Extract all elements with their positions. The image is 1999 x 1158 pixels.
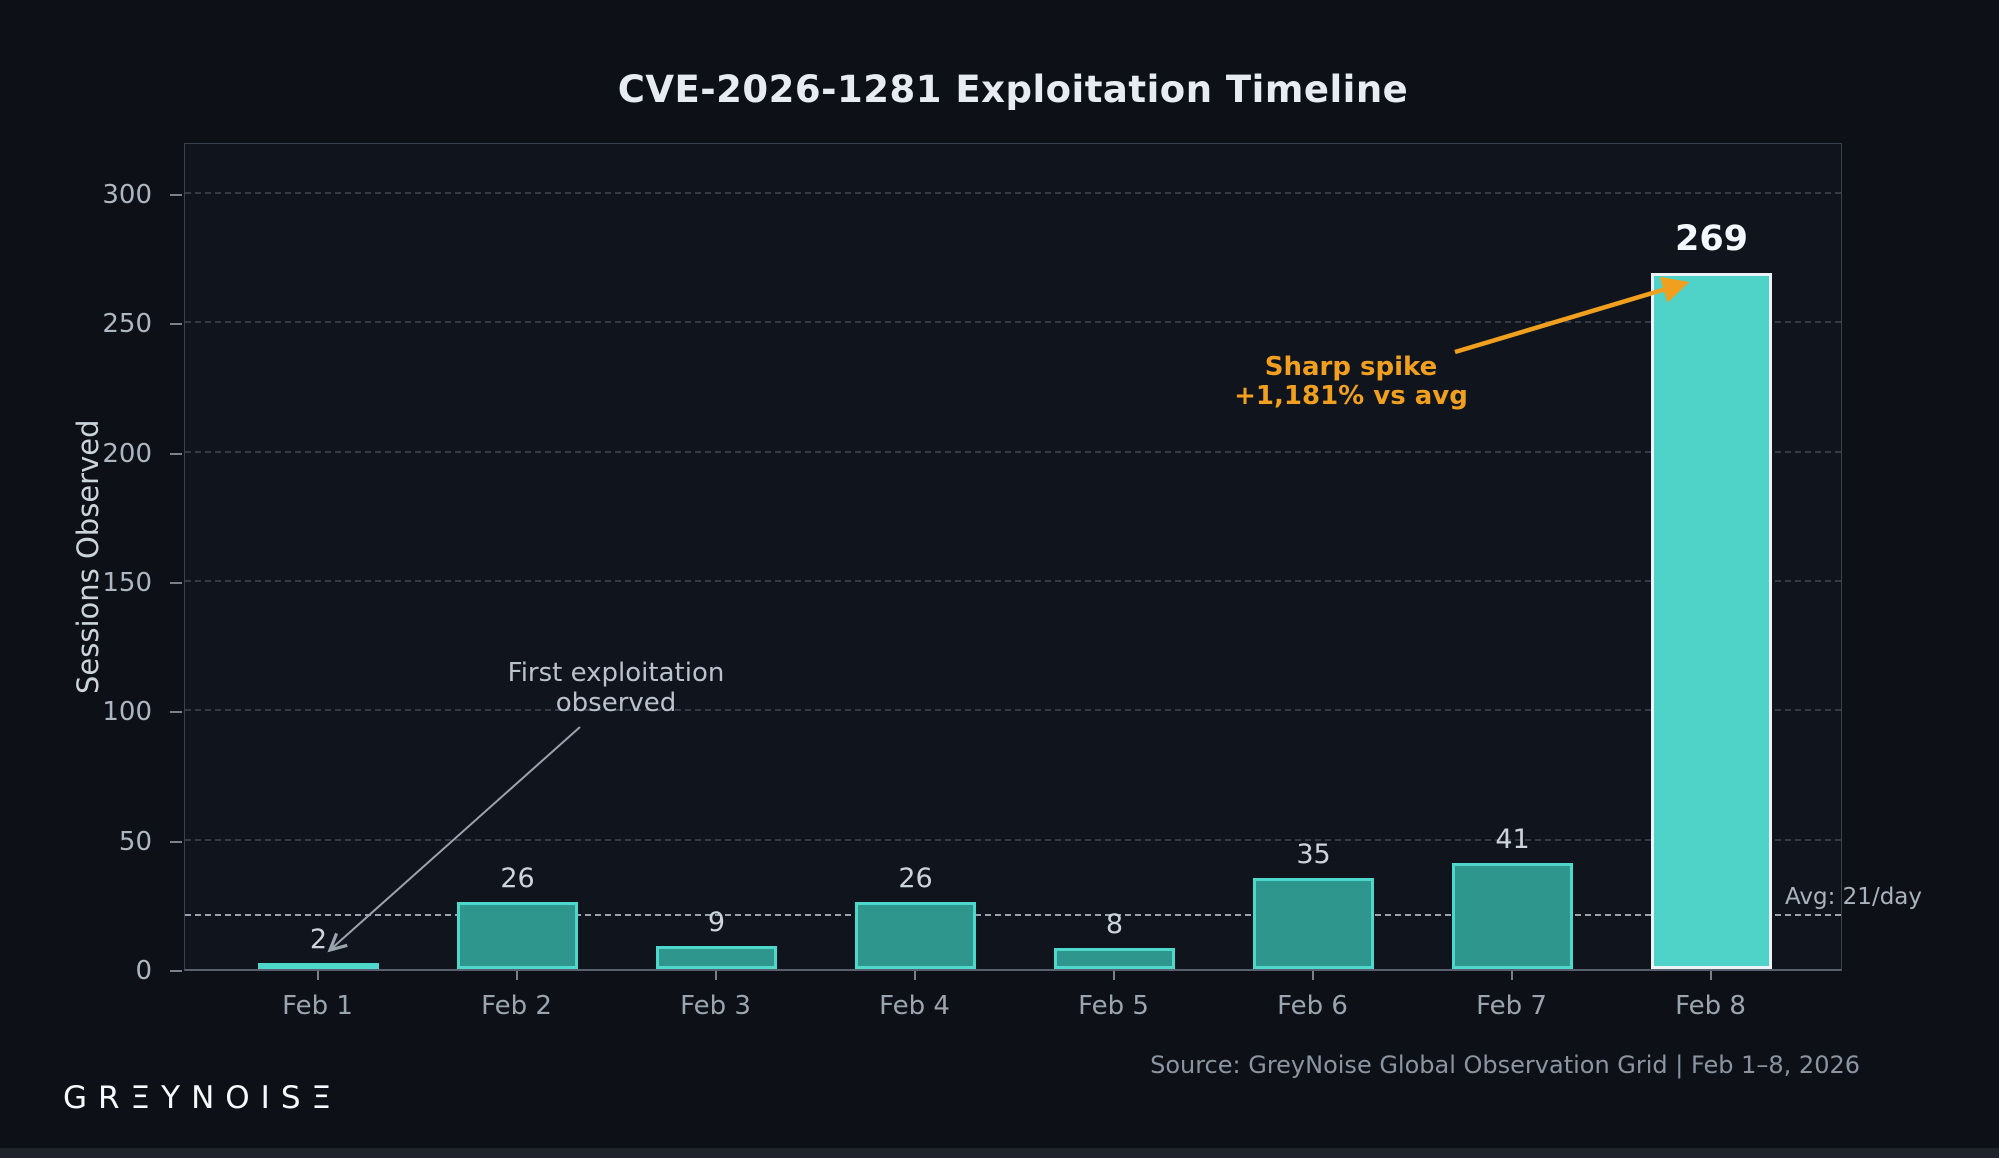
y-tick-label: 0 bbox=[135, 956, 152, 986]
bar-value-label: 26 bbox=[500, 862, 535, 894]
y-tick-label: 100 bbox=[102, 697, 152, 728]
gridline-100 bbox=[185, 709, 1841, 712]
x-tick-mark bbox=[1311, 971, 1314, 980]
x-tick-label: Feb 2 bbox=[481, 991, 552, 1021]
gridline-250 bbox=[185, 321, 1841, 324]
bar-feb-1 bbox=[258, 963, 379, 969]
bar-value-label: 2 bbox=[309, 924, 328, 955]
annotation-line: +1,181% vs avg bbox=[1234, 381, 1468, 411]
annotation-line: Sharp spike bbox=[1264, 352, 1438, 382]
annotation-line: First exploitation bbox=[507, 658, 725, 688]
y-tick-label: 200 bbox=[102, 438, 152, 469]
greynoise-logo: GRΞYNOISΞ bbox=[63, 1080, 343, 1116]
bar-value-label: 41 bbox=[1495, 823, 1530, 855]
bar-value-label: 35 bbox=[1296, 839, 1331, 871]
gridline-300 bbox=[185, 191, 1841, 194]
x-tick-mark bbox=[913, 971, 916, 980]
bar-value-label: 9 bbox=[707, 906, 726, 938]
y-tick-mark bbox=[170, 452, 182, 455]
bar-feb-4 bbox=[855, 901, 976, 969]
x-tick-label: Feb 7 bbox=[1476, 991, 1547, 1021]
x-tick-mark bbox=[1112, 971, 1115, 980]
x-tick-label: Feb 1 bbox=[282, 991, 353, 1021]
bar-feb-2 bbox=[457, 901, 578, 969]
x-tick-mark bbox=[1709, 971, 1712, 980]
average-line-label: Avg: 21/day bbox=[1785, 884, 1922, 910]
annotation-sharp-spike: Sharp spike +1,181% vs avg bbox=[1181, 353, 1521, 411]
gridline-50 bbox=[185, 838, 1841, 841]
plot-area: 2 26 9 26 8 35 41 269 bbox=[184, 143, 1842, 971]
y-tick-mark bbox=[170, 970, 182, 972]
annotation-line: observed bbox=[555, 688, 677, 718]
y-tick-mark bbox=[170, 193, 182, 196]
average-line bbox=[185, 913, 1841, 916]
x-tick-mark bbox=[1510, 971, 1513, 980]
x-tick-mark bbox=[316, 971, 319, 980]
bar-value-label: 26 bbox=[898, 862, 933, 894]
bar-value-label: 269 bbox=[1674, 218, 1749, 259]
gridline-200 bbox=[185, 450, 1841, 453]
annotation-first-exploitation: First exploitation observed bbox=[446, 658, 786, 718]
y-tick-mark bbox=[170, 323, 182, 326]
x-tick-label: Feb 5 bbox=[1078, 991, 1149, 1021]
bar-feb-5 bbox=[1054, 948, 1175, 969]
bar-value-label: 8 bbox=[1105, 909, 1124, 941]
y-tick-label: 250 bbox=[102, 309, 152, 340]
bar-feb-8 bbox=[1651, 272, 1772, 969]
x-tick-label: Feb 4 bbox=[879, 991, 950, 1021]
y-tick-label: 150 bbox=[102, 567, 152, 598]
bar-feb-3 bbox=[656, 945, 777, 969]
x-tick-mark bbox=[714, 971, 717, 980]
x-tick-label: Feb 6 bbox=[1277, 991, 1348, 1021]
source-attribution: Source: GreyNoise Global Observation Gri… bbox=[1150, 1051, 1860, 1079]
x-axis-ticks: Feb 1 Feb 2 Feb 3 Feb 4 Feb 5 Feb 6 Feb 7 Feb 8 bbox=[184, 971, 1842, 1041]
x-tick-mark bbox=[515, 971, 518, 980]
y-tick-label: 300 bbox=[102, 179, 152, 210]
x-tick-label: Feb 8 bbox=[1675, 991, 1746, 1021]
y-tick-label: 50 bbox=[118, 826, 152, 857]
y-axis-ticks: 0 50 100 150 200 250 300 bbox=[0, 143, 184, 984]
gridline-150 bbox=[185, 579, 1841, 582]
y-tick-mark bbox=[170, 581, 182, 584]
y-tick-mark bbox=[170, 840, 182, 843]
bar-feb-6 bbox=[1253, 878, 1374, 969]
chart-title: CVE-2026-1281 Exploitation Timeline bbox=[617, 68, 1409, 111]
x-tick-label: Feb 3 bbox=[680, 991, 751, 1021]
bar-feb-7 bbox=[1452, 862, 1573, 969]
y-tick-mark bbox=[170, 711, 182, 714]
bottom-edge-strip bbox=[0, 1148, 1999, 1158]
